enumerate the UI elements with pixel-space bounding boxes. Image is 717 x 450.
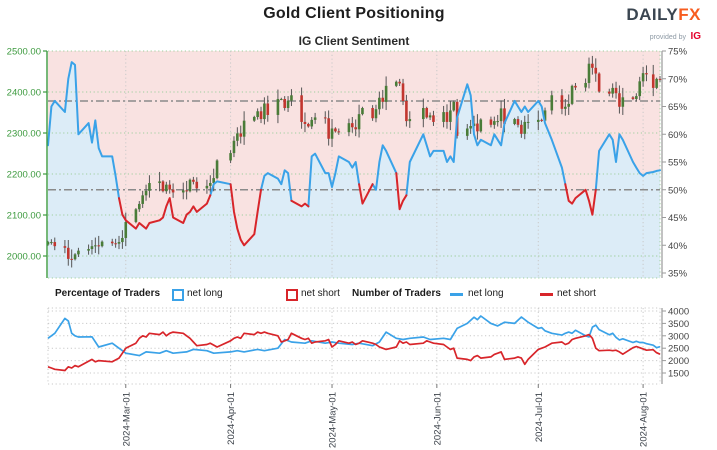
svg-text:1500: 1500: [668, 369, 689, 380]
legend-number-of-traders-label: Number of Traders: [352, 288, 441, 299]
net-long-swatch-icon: [172, 289, 184, 301]
svg-text:3500: 3500: [668, 319, 689, 330]
x-tick-label: 2024-Jun-01: [432, 392, 443, 445]
net-long-area: [48, 62, 660, 278]
pct-net-long-line: [47, 61, 661, 208]
svg-text:40%: 40%: [668, 241, 688, 252]
net-long-line-icon: [450, 293, 463, 296]
dailyfx-logo: DAILYFX provided by IG: [626, 6, 701, 43]
dailyfx-wordmark: DAILYFX: [626, 6, 701, 24]
svg-text:65%: 65%: [668, 102, 688, 113]
svg-text:70%: 70%: [668, 74, 688, 85]
svg-text:2000: 2000: [668, 356, 689, 367]
legend-net-long-label: net long: [187, 288, 223, 299]
svg-text:2500: 2500: [668, 344, 689, 355]
price-sentiment-chart: 2500.00 2400.00 2300.00 2200.00 2100.00 2000.…: [7, 47, 688, 280]
svg-text:50%: 50%: [668, 185, 688, 196]
svg-text:2100.00: 2100.00: [7, 211, 41, 222]
x-tick-label: 2024-Apr-01: [226, 392, 237, 445]
svg-text:2500.00: 2500.00: [7, 47, 41, 58]
svg-text:75%: 75%: [668, 47, 688, 58]
svg-text:2000.00: 2000.00: [7, 252, 41, 263]
x-tick-label: 2024-Jul-01: [534, 392, 545, 442]
svg-text:2400.00: 2400.00: [7, 88, 41, 99]
legend-num-net-short-label: net short: [557, 288, 596, 299]
ig-logo: IG: [690, 31, 701, 42]
chart-subtitle: IG Client Sentiment: [298, 34, 410, 48]
page-title: Gold Client Positioning: [263, 5, 445, 22]
legend-net-short-label: net short: [301, 288, 340, 299]
x-tick-label: 2024-Aug-01: [639, 392, 650, 447]
svg-text:45%: 45%: [668, 213, 688, 224]
legend-percentage-of-traders-label: Percentage of Traders: [55, 288, 161, 299]
num-long-line: [47, 315, 661, 357]
net-short-swatch-icon: [286, 289, 298, 301]
x-tick-label: 2024-May-01: [328, 392, 339, 448]
x-tick-label: 2024-Mar-01: [121, 392, 132, 446]
svg-text:60%: 60%: [668, 130, 688, 141]
price-axis-left: 2500.00 2400.00 2300.00 2200.00 2100.00 2000.…: [7, 47, 48, 278]
svg-text:3000: 3000: [668, 331, 689, 342]
brand-fx-text: FX: [678, 5, 701, 24]
svg-text:35%: 35%: [668, 269, 688, 280]
candlesticks: [46, 55, 662, 268]
brand-daily-text: DAILY: [626, 5, 679, 24]
date-axis: 2024-Mar-01 2024-Apr-01 2024-May-01 2024-Ju…: [121, 384, 650, 448]
svg-text:55%: 55%: [668, 158, 688, 169]
pct-net-short-segments: [118, 172, 597, 247]
net-short-line-icon: [540, 293, 553, 296]
grid: [48, 50, 661, 279]
svg-text:4000: 4000: [668, 307, 689, 318]
svg-text:2300.00: 2300.00: [7, 129, 41, 140]
legend: Percentage of Traders net long net short…: [0, 287, 717, 302]
provided-by-ig: provided by IG: [649, 31, 701, 42]
legend-num-net-long-label: net long: [468, 288, 504, 299]
num-short-line: [47, 331, 661, 372]
svg-text:2200.00: 2200.00: [7, 170, 41, 181]
percent-axis-right: 75% 70% 65% 60% 55% 50% 45% 40% 35%: [661, 47, 688, 280]
